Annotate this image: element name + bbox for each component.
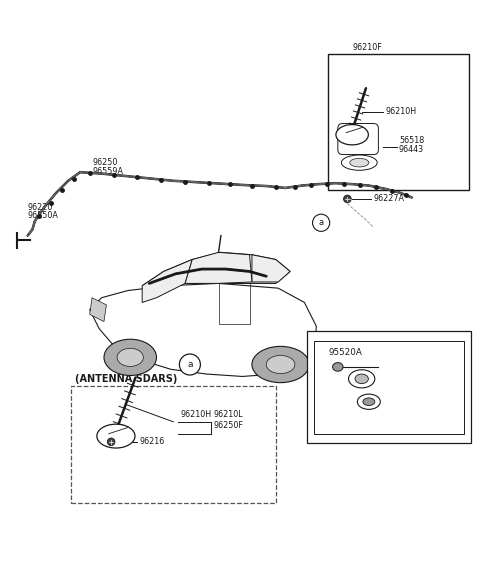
Text: (ANTENNA SDARS): (ANTENNA SDARS) <box>75 374 178 384</box>
Bar <box>307 331 471 443</box>
Text: 96443: 96443 <box>399 145 424 154</box>
Circle shape <box>312 214 330 232</box>
Polygon shape <box>185 252 252 283</box>
Ellipse shape <box>333 362 343 371</box>
FancyBboxPatch shape <box>328 55 469 191</box>
Ellipse shape <box>252 346 309 383</box>
Text: 95520A: 95520A <box>328 348 362 357</box>
Text: 96220: 96220 <box>28 203 53 212</box>
Ellipse shape <box>350 158 369 167</box>
Text: 56518: 56518 <box>399 135 424 144</box>
Text: a: a <box>187 360 192 369</box>
Ellipse shape <box>363 398 375 406</box>
Ellipse shape <box>117 348 144 366</box>
Polygon shape <box>90 283 316 377</box>
Polygon shape <box>142 260 192 302</box>
Ellipse shape <box>266 355 295 374</box>
Ellipse shape <box>355 374 368 384</box>
Circle shape <box>180 354 200 375</box>
Polygon shape <box>90 298 107 321</box>
Text: 96250: 96250 <box>92 158 118 167</box>
Text: a: a <box>319 218 324 227</box>
Text: 96210L: 96210L <box>214 410 243 419</box>
Bar <box>314 341 464 434</box>
Ellipse shape <box>341 155 377 170</box>
Ellipse shape <box>348 370 375 388</box>
Text: 96216: 96216 <box>140 437 165 446</box>
Circle shape <box>108 438 115 446</box>
FancyBboxPatch shape <box>338 124 378 155</box>
Ellipse shape <box>104 339 156 375</box>
Ellipse shape <box>97 424 135 448</box>
Text: 96250F: 96250F <box>214 422 244 430</box>
Text: 96559A: 96559A <box>92 167 123 176</box>
Text: 96210H: 96210H <box>385 107 417 116</box>
Text: 96210H: 96210H <box>180 410 212 419</box>
Ellipse shape <box>336 125 368 145</box>
Polygon shape <box>252 255 290 282</box>
Circle shape <box>344 195 351 203</box>
Text: 96210F: 96210F <box>352 43 382 52</box>
Text: 96227A: 96227A <box>373 194 405 203</box>
Ellipse shape <box>358 394 380 409</box>
Polygon shape <box>142 252 290 285</box>
Text: 96550A: 96550A <box>28 211 59 220</box>
